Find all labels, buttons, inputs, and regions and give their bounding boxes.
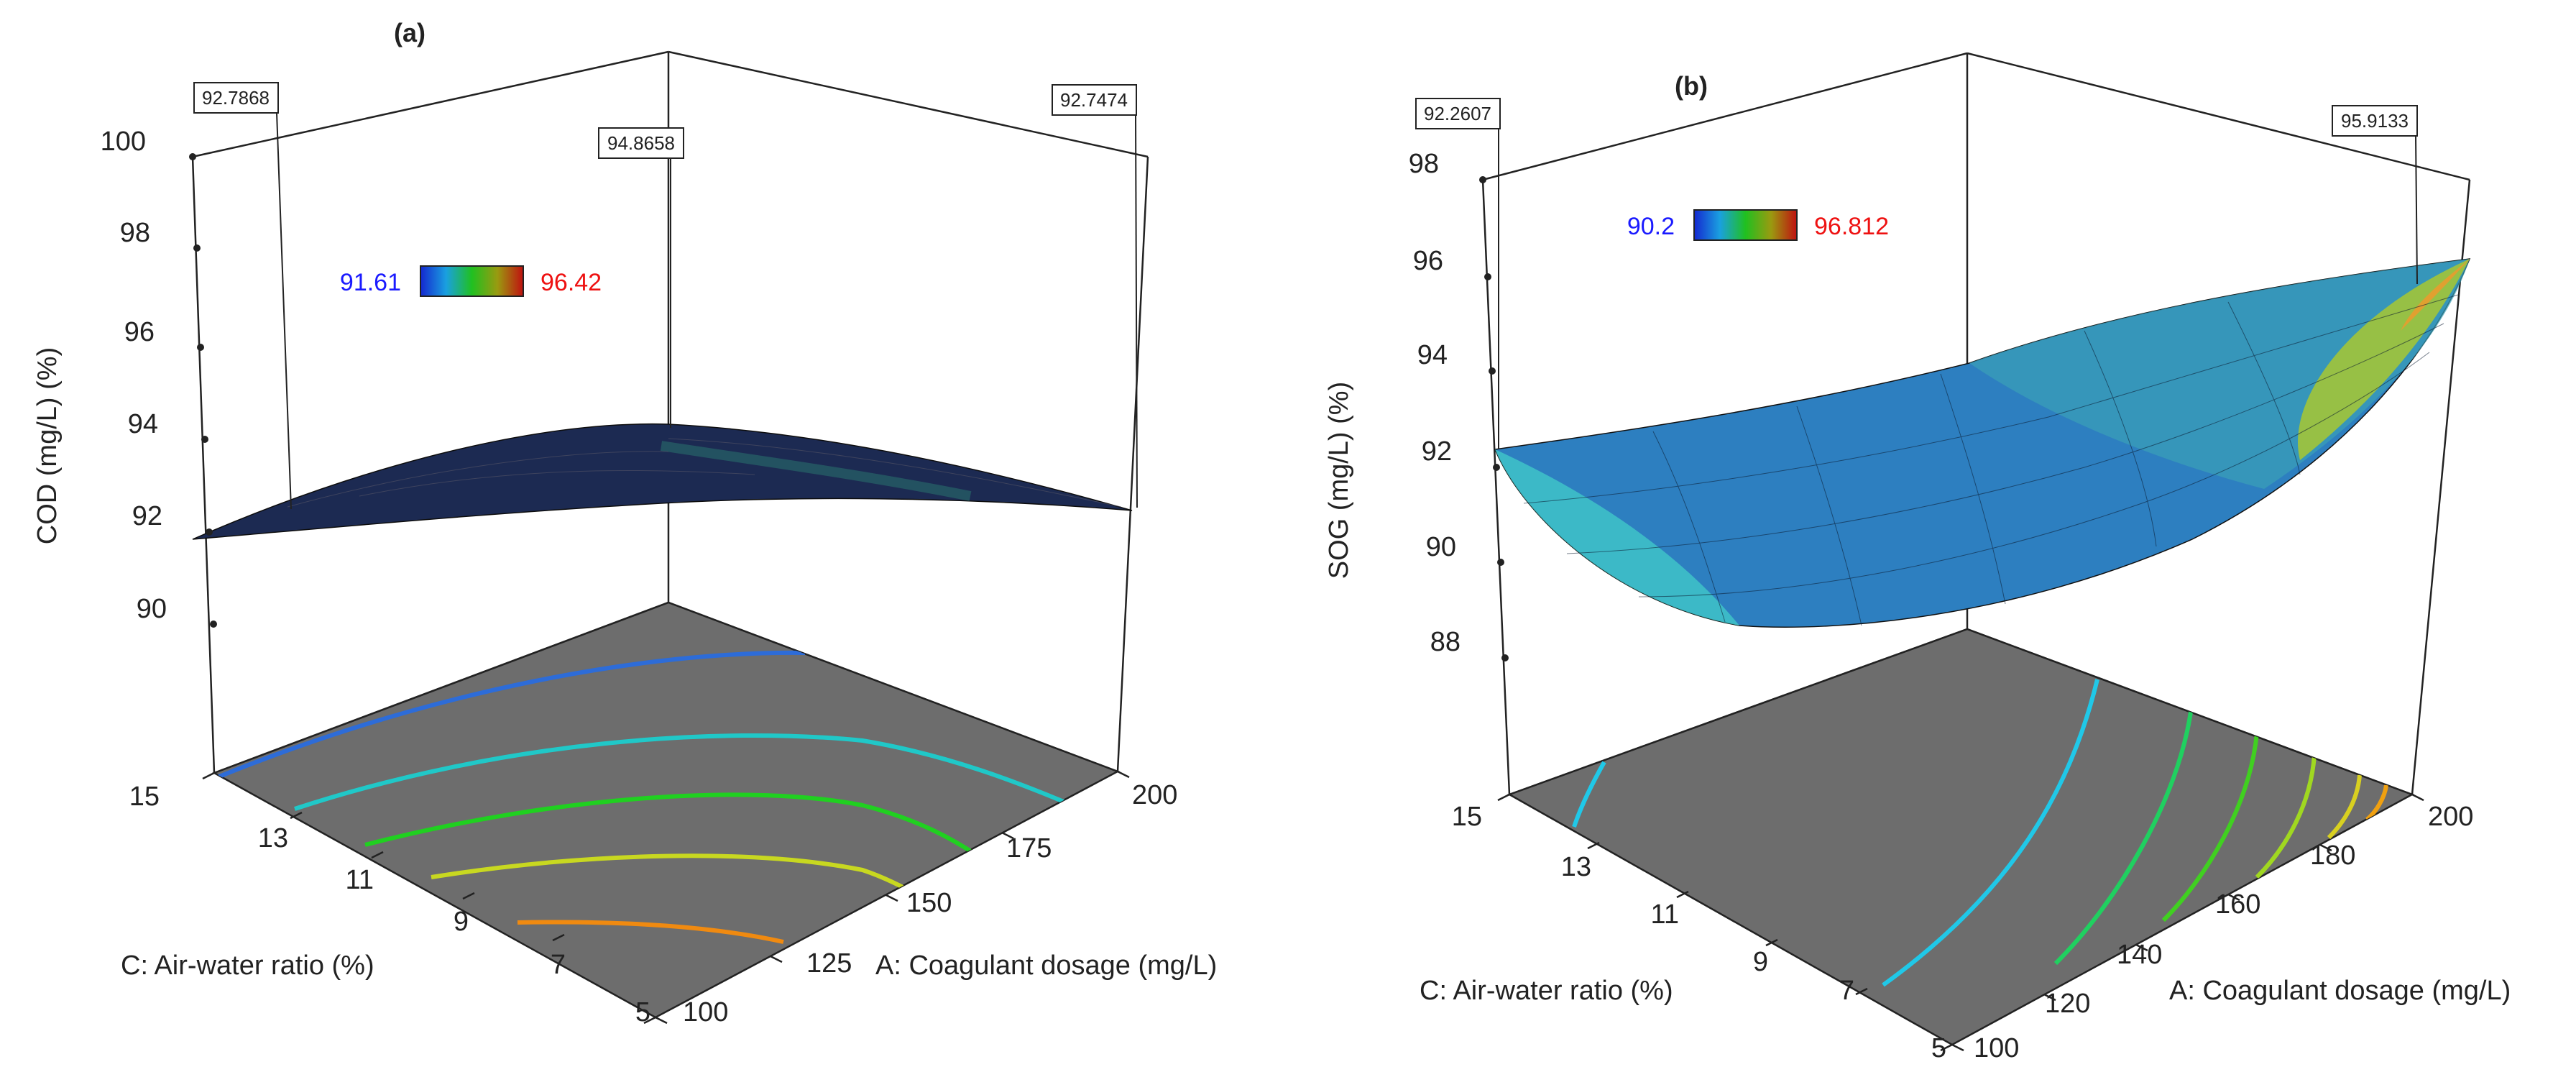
panel-b-z-ticks: 88 90 92 94 96 98 <box>1409 149 1509 661</box>
b-ztick-90: 90 <box>1426 532 1456 562</box>
callout-a-1-box <box>193 82 279 114</box>
panel-a-y-label: C: Air-water ratio (%) <box>121 951 374 981</box>
callout-a-3-box <box>1052 84 1137 116</box>
panel-a-y-tickmarks <box>202 771 656 1025</box>
panel-a: (a) <box>32 18 1217 1027</box>
a-ytick-7: 7 <box>551 950 566 980</box>
b-xtick-200: 200 <box>2428 802 2473 832</box>
b-xtick-180: 180 <box>2310 841 2355 871</box>
panel-b-callouts: 92.2607 95.9133 <box>1415 98 2418 449</box>
b-ztick-98: 98 <box>1409 149 1439 179</box>
a-ytick-15: 15 <box>129 782 160 812</box>
panel-b-x-label: A: Coagulant dosage (mg/L) <box>2169 976 2511 1006</box>
a-ztick-92: 92 <box>132 501 162 531</box>
panel-a-z-ticks: 90 92 94 96 98 100 <box>101 127 217 628</box>
a-ztick-94: 94 <box>128 409 158 439</box>
a-xtick-175: 175 <box>1006 833 1052 864</box>
b-ztick-96: 96 <box>1413 246 1443 276</box>
panel-b-y-tickmarks <box>1497 793 1953 1052</box>
b-ytick-15: 15 <box>1452 802 1482 832</box>
contour-a-3 <box>364 792 979 858</box>
b-ytick-5: 5 <box>1931 1033 1946 1063</box>
panel-b-colorbar: 90.2 96.812 <box>1627 209 1889 241</box>
panel-a-z-label: COD (mg/L) (%) <box>32 347 63 544</box>
panel-b-surface-left-shade <box>1495 449 1739 626</box>
a-ytick-11: 11 <box>346 865 374 895</box>
contour-a-1 <box>214 650 806 780</box>
callout-a-1: 92.7868 <box>202 87 270 109</box>
panel-b-surface-peak <box>2401 259 2470 331</box>
contour-b-1 <box>1572 761 1606 828</box>
a-ztick-98: 98 <box>120 218 150 248</box>
callout-b-2: 95.9133 <box>2341 110 2409 132</box>
panel-a-title: (a) <box>394 18 426 47</box>
callout-b-1: 92.2607 <box>1424 103 1491 124</box>
colorbar-a-min: 91.61 <box>340 269 401 296</box>
b-ytick-9: 9 <box>1753 947 1768 977</box>
a-xtick-125: 125 <box>806 948 852 979</box>
panel-a-surface <box>192 423 1133 540</box>
panel-a-x-label: A: Coagulant dosage (mg/L) <box>875 951 1217 981</box>
panel-b-z-label: SOG (mg/L) (%) <box>1324 382 1354 579</box>
b-ztick-88: 88 <box>1430 627 1460 657</box>
panel-b-y-label: C: Air-water ratio (%) <box>1420 976 1673 1006</box>
callout-b-2-box <box>2332 105 2418 137</box>
colorbar-b-max: 96.812 <box>1814 213 1889 240</box>
b-ytick-11: 11 <box>1651 899 1679 930</box>
panel-a-callouts: 92.7868 94.8658 92.7474 <box>193 82 1138 510</box>
b-xtick-160: 160 <box>2215 889 2260 920</box>
b-xtick-120: 120 <box>2045 989 2090 1019</box>
a-ytick-9: 9 <box>454 907 469 937</box>
colorbar-b-min: 90.2 <box>1627 213 1675 240</box>
contour-a-2 <box>294 733 1065 811</box>
panel-b-surface-high-shade <box>2297 259 2470 460</box>
a-xtick-150: 150 <box>906 888 952 918</box>
a-ztick-90: 90 <box>137 594 167 624</box>
b-ztick-94: 94 <box>1417 340 1448 370</box>
callout-a-3: 92.7474 <box>1060 89 1128 111</box>
panel-a-contours <box>214 650 1065 944</box>
panel-b-contours <box>1572 679 2388 987</box>
callout-b-1-box <box>1415 98 1501 129</box>
a-xtick-100: 100 <box>683 997 728 1027</box>
a-xtick-200: 200 <box>1132 780 1177 810</box>
b-ztick-92: 92 <box>1422 436 1452 467</box>
panel-a-x-tickmarks <box>655 770 1130 1025</box>
colorbar-a-gradient <box>420 265 524 297</box>
a-ztick-100: 100 <box>101 127 146 157</box>
panel-a-colorbar: 91.61 96.42 <box>340 265 602 297</box>
b-ytick-7: 7 <box>1839 976 1854 1006</box>
panel-b-x-tickmarks <box>1951 793 2424 1052</box>
contour-a-4 <box>431 853 918 897</box>
b-xtick-140: 140 <box>2117 940 2162 970</box>
b-xtick-100: 100 <box>1974 1033 2019 1063</box>
panel-a-surface-shade <box>660 441 972 501</box>
contour-b-4 <box>2161 733 2259 922</box>
colorbar-b-gradient <box>1693 209 1798 241</box>
panel-b-surface-mesh <box>1523 294 2459 626</box>
a-ytick-13: 13 <box>258 823 288 853</box>
contour-a-5 <box>517 920 784 944</box>
panel-b: (b) <box>1324 52 2511 1063</box>
panel-a-surface-mesh <box>287 438 1122 508</box>
panel-b-title: (b) <box>1675 71 1708 101</box>
a-ztick-96: 96 <box>124 317 155 347</box>
contour-b-3 <box>2053 711 2193 966</box>
a-ytick-5: 5 <box>635 997 650 1027</box>
contour-b-6 <box>2327 774 2362 840</box>
panel-b-surface-rim-shade <box>1969 259 2470 489</box>
contour-b-7 <box>2365 784 2388 822</box>
contour-b-5 <box>2255 754 2317 879</box>
colorbar-a-max: 96.42 <box>540 269 602 296</box>
callout-a-2-box <box>598 127 684 159</box>
contour-b-2 <box>1882 679 2099 987</box>
callout-a-2: 94.8658 <box>607 132 675 154</box>
b-ytick-13: 13 <box>1561 852 1591 882</box>
